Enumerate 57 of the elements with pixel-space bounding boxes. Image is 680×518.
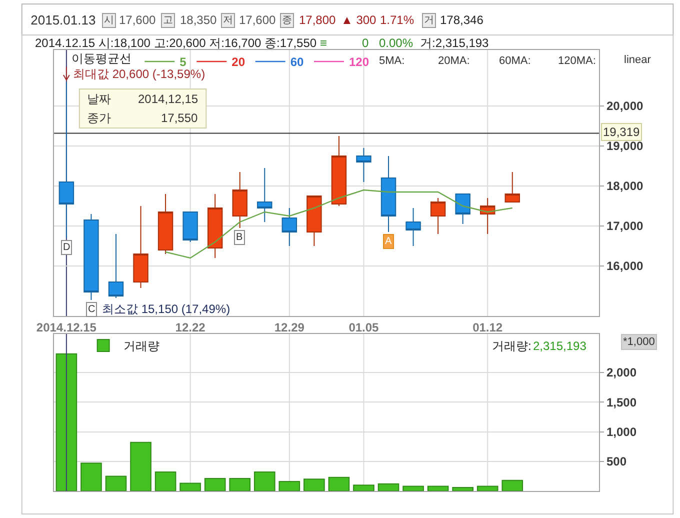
text: 시 bbox=[104, 15, 114, 26]
text: ▲ 300 bbox=[341, 13, 377, 27]
x-tick-label: 12.29 bbox=[274, 320, 305, 334]
y-axis-title: *1,000 bbox=[623, 336, 655, 348]
legend-label: 120 bbox=[349, 55, 370, 70]
annotation: D bbox=[63, 242, 70, 253]
text: 거 bbox=[424, 15, 434, 26]
y-tick-label: 17,000 bbox=[606, 219, 644, 234]
annotation: 20MA: bbox=[438, 55, 470, 67]
y-tick-label: 500 bbox=[606, 454, 627, 469]
annotation: 2014,12,15 bbox=[138, 92, 198, 106]
annotation: 2014.12.15 시:18,100 고:20,600 저:16,700 종:17,550 bbox=[35, 36, 317, 50]
y-tick-label: 19,000 bbox=[606, 139, 644, 154]
text: 1.71% bbox=[380, 13, 414, 27]
y-tick-label: 1,000 bbox=[606, 424, 637, 439]
annotation: 거:2,315,193 bbox=[420, 36, 490, 50]
annotation: 날짜 bbox=[87, 92, 111, 106]
annotation: 17,550 bbox=[161, 111, 198, 125]
annotation: C bbox=[88, 304, 96, 315]
legend-title: 이동평균선 bbox=[72, 52, 132, 66]
annotation: 60MA: bbox=[499, 55, 531, 67]
annotation: 최소값 15,150 (17,49%) bbox=[102, 302, 230, 316]
chart-title: 2015.01.13 bbox=[30, 12, 96, 28]
text: 17,600 bbox=[239, 13, 276, 27]
text: 고 bbox=[163, 15, 173, 26]
legend-label: 60 bbox=[290, 55, 304, 70]
x-tick-label: 01.05 bbox=[348, 320, 380, 334]
annotation: 2,315,193 bbox=[533, 339, 587, 353]
y-tick-label: 2,000 bbox=[606, 366, 637, 380]
x-tick-label: 2014.12.15 bbox=[36, 320, 97, 334]
text: 저 bbox=[223, 15, 233, 26]
text: 종 bbox=[282, 15, 292, 26]
annotation: 거래량: bbox=[492, 339, 532, 353]
annotation: ≡ bbox=[320, 36, 328, 50]
annotation: 최대값 20,600 (-13,59%) bbox=[73, 67, 206, 81]
text: 17,600 bbox=[119, 13, 156, 27]
y-tick-label: 16,000 bbox=[606, 259, 644, 274]
y-tick-label: 1,500 bbox=[606, 395, 637, 410]
legend-label: 5 bbox=[180, 55, 187, 70]
ref-line-label: 19,319 bbox=[603, 125, 640, 139]
annotation: 0 bbox=[362, 36, 369, 50]
x-tick-label: 01.12 bbox=[472, 320, 503, 334]
y-tick-label: 18,000 bbox=[606, 179, 644, 194]
text: 18,350 bbox=[180, 13, 218, 27]
annotation: A bbox=[385, 236, 392, 247]
x-tick-label: 12.22 bbox=[175, 320, 206, 334]
legend-label: 20 bbox=[232, 55, 246, 70]
text: linear bbox=[624, 54, 652, 66]
text: 17,800 bbox=[299, 13, 336, 27]
text: 178,346 bbox=[440, 13, 484, 27]
annotation: 0.00% bbox=[379, 36, 414, 50]
annotation: 5MA: bbox=[379, 55, 405, 67]
y-tick-label: 20,000 bbox=[606, 99, 644, 114]
annotation: 120MA: bbox=[558, 55, 596, 67]
annotation: 종가 bbox=[87, 111, 111, 125]
legend-label: 거래량 bbox=[123, 339, 160, 354]
annotation: B bbox=[236, 232, 243, 243]
